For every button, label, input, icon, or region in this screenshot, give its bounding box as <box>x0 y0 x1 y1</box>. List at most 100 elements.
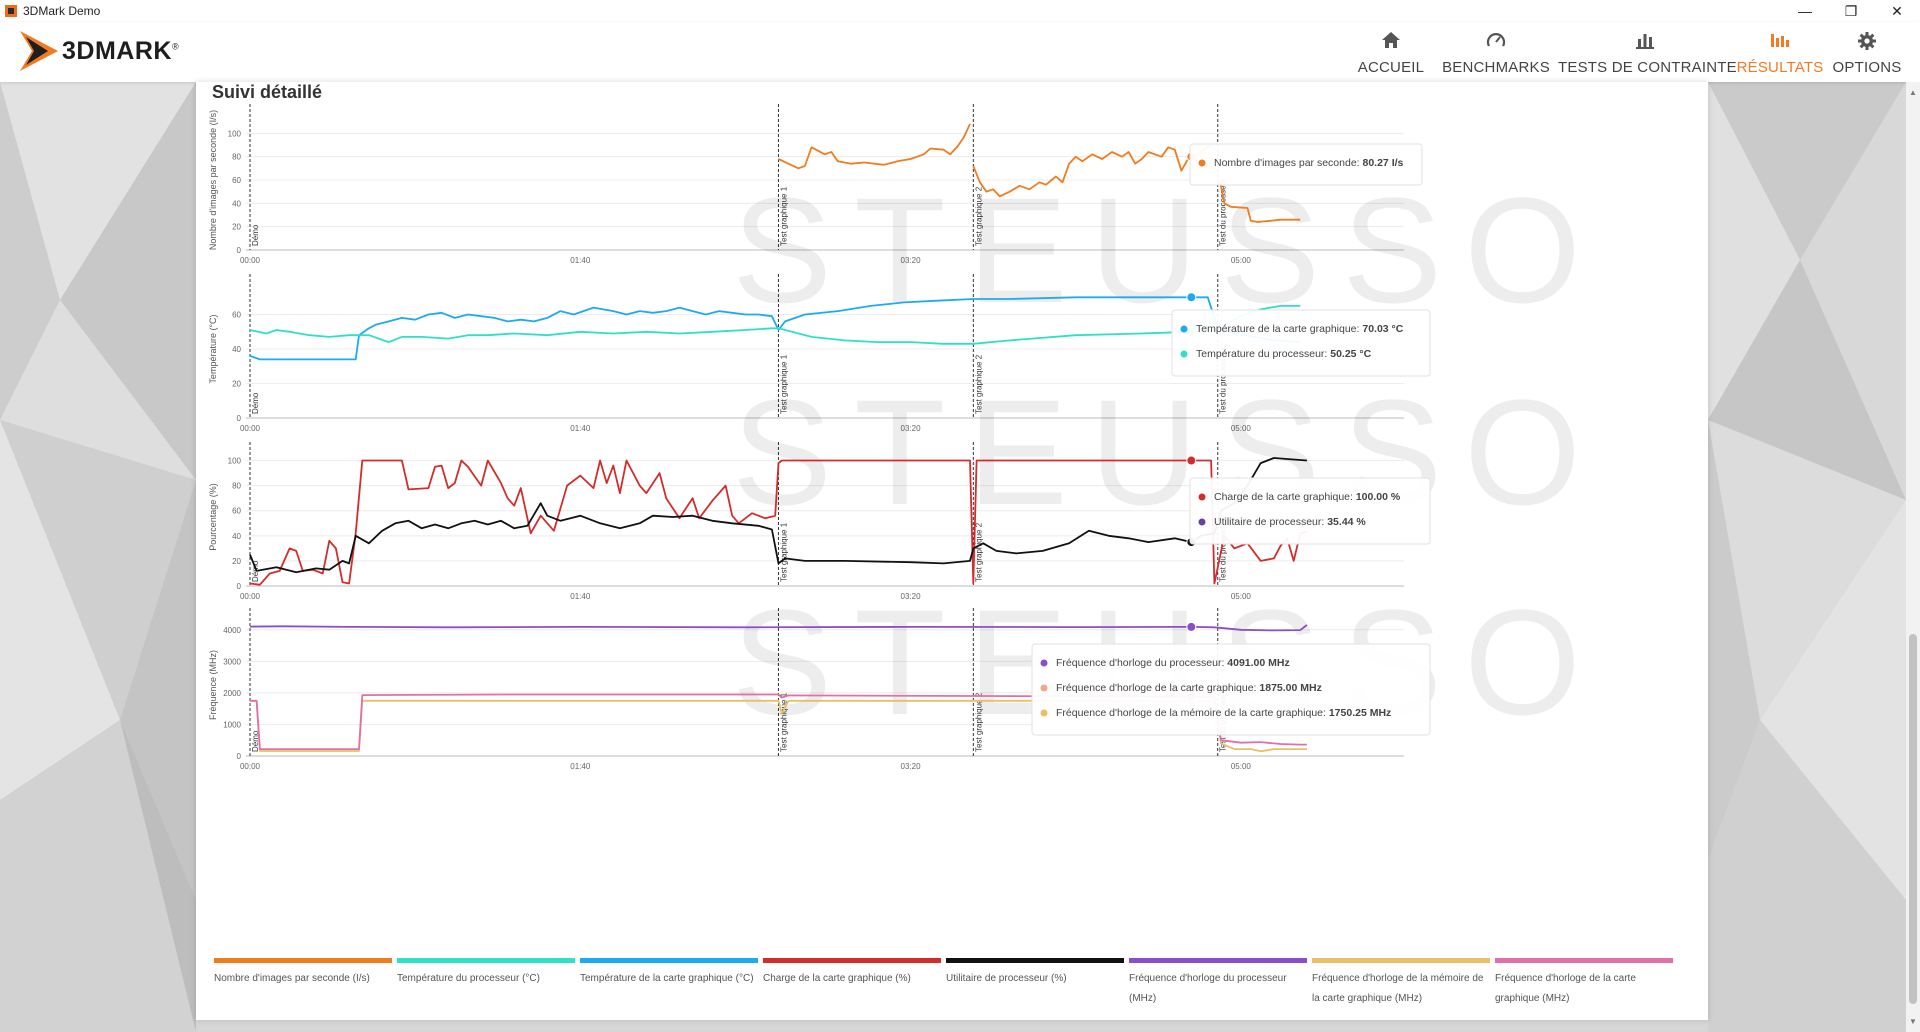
nav-item-benchmarks[interactable]: BENCHMARKS <box>1434 22 1558 82</box>
close-button[interactable]: ✕ <box>1891 2 1903 19</box>
legend-label: Charge de la carte graphique (%) <box>763 973 911 984</box>
y-tick-label: 60 <box>232 311 241 320</box>
tooltip-value: 100.00 % <box>1356 491 1401 503</box>
x-tick-label: 05:00 <box>1231 424 1252 433</box>
x-tick-label: 00:00 <box>240 592 261 601</box>
tooltip-text: Fréquence d'horloge de la carte graphiqu… <box>1056 682 1322 694</box>
chart-tooltip: Charge de la carte graphique: 100.00 % Ut… <box>1189 477 1431 545</box>
chart-tooltip: Température de la carte graphique: 70.03… <box>1171 309 1431 377</box>
series-line <box>778 123 971 170</box>
phase-marker-label: Démo <box>251 730 260 752</box>
legend-item-gpu-clock[interactable]: Fréquence d'horloge de la carte graphiqu… <box>1495 958 1673 1009</box>
tooltip-text: Température du processeur: 50.25 °C <box>1196 348 1372 360</box>
nav-label-accueil: ACCUEIL <box>1357 59 1425 76</box>
window-title: 3DMark Demo <box>23 4 101 18</box>
legend-item-cpu-clock[interactable]: Fréquence d'horloge du processeur (MHz) <box>1129 958 1307 1009</box>
y-axis-label: Pourcentage (%) <box>208 483 218 551</box>
legend-label: Température de la carte graphique (°C) <box>580 973 754 984</box>
tooltip-label: Fréquence d'horloge de la carte graphiqu… <box>1056 682 1259 694</box>
phase-marker-label: Démo <box>251 224 260 246</box>
legend-item-gpu-mem-clock[interactable]: Fréquence d'horloge de la mémoire de la … <box>1312 958 1490 1009</box>
x-tick-label: 05:00 <box>1231 256 1252 265</box>
nav-label-resultats: RÉSULTATS <box>1736 59 1824 76</box>
scroll-up-arrow-icon[interactable]: ▲ <box>1909 88 1917 97</box>
legend-item-fps[interactable]: Nombre d'images par seconde (I/s) <box>214 958 392 989</box>
tooltip-label: Nombre d'images par seconde: <box>1214 157 1363 169</box>
series-line <box>250 699 1307 753</box>
y-tick-label: 20 <box>232 380 241 389</box>
legend-label: Fréquence d'horloge de la carte graphiqu… <box>1495 973 1636 1004</box>
watermark-text: STEUSSO <box>732 166 1603 334</box>
series-line <box>250 693 1307 750</box>
legend-item-cpu-utility[interactable]: Utilitaire de processeur (%) <box>946 958 1124 989</box>
gauge-icon <box>1486 33 1506 47</box>
monitoring-charts[interactable]: 0 20 40 60 80 100 Nombre d'images par seconde … <box>208 82 1744 962</box>
phase-marker-label: Test du processeur <box>1219 346 1228 414</box>
x-tick-label: 03:20 <box>901 762 922 771</box>
tooltip-label: Utilitaire de processeur: <box>1214 516 1327 528</box>
brand-logo[interactable]: 3DMARK® <box>18 29 179 73</box>
app-icon <box>5 5 17 17</box>
legend-item-gpu-temp[interactable]: Température de la carte graphique (°C) <box>580 958 758 989</box>
x-tick-label: 03:20 <box>901 592 922 601</box>
y-tick-label: 3000 <box>223 657 241 666</box>
tooltip-text: Utilitaire de processeur: 35.44 % <box>1214 516 1366 528</box>
x-tick-label: 05:00 <box>1231 592 1252 601</box>
phase-marker-label: Test graphique 2 <box>974 186 983 246</box>
legend-swatch <box>580 958 758 963</box>
tooltip-box <box>1171 309 1431 377</box>
tooltip-dot <box>1040 684 1048 692</box>
scroll-down-arrow-icon[interactable]: ▼ <box>1909 1017 1917 1026</box>
nav-item-resultats[interactable]: RÉSULTATS <box>1732 22 1828 82</box>
x-tick-label: 01:40 <box>570 592 591 601</box>
nav-item-options[interactable]: OPTIONS <box>1828 22 1906 82</box>
y-tick-label: 80 <box>232 482 241 491</box>
x-tick-label: 03:20 <box>901 424 922 433</box>
tooltip-dot <box>1198 159 1206 167</box>
x-tick-label: 00:00 <box>240 762 261 771</box>
tooltip-value: 1750.25 MHz <box>1329 707 1391 719</box>
minimize-button[interactable]: — <box>1798 3 1812 19</box>
y-tick-label: 1000 <box>223 720 241 729</box>
phase-marker-label: Test graphique 1 <box>779 692 788 752</box>
y-tick-label: 100 <box>228 129 242 138</box>
y-tick-label: 2000 <box>223 689 241 698</box>
legend-item-cpu-temp[interactable]: Température du processeur (°C) <box>397 958 575 989</box>
top-navigation: 3DMARK® ACCUEIL BENCHMARKS TESTS DE CONT… <box>0 22 1920 82</box>
3dmark-logo-icon <box>20 31 58 71</box>
x-tick-label: 00:00 <box>240 424 261 433</box>
phase-marker-label: Test graphique 2 <box>974 354 983 414</box>
legend-label: Nombre d'images par seconde (I/s) <box>214 973 370 984</box>
maximize-button[interactable]: ❐ <box>1844 2 1858 19</box>
nav-item-tests-de-contrainte[interactable]: TESTS DE CONTRAINTE <box>1558 22 1737 82</box>
y-tick-label: 0 <box>237 752 242 761</box>
series-line <box>972 144 1212 198</box>
page-scrollbar[interactable]: ▲ ▼ <box>1906 82 1920 1032</box>
tooltip-value: 4091.00 MHz <box>1227 657 1289 669</box>
y-tick-label: 60 <box>232 176 241 185</box>
legend-label: Température du processeur (°C) <box>397 973 540 984</box>
cursor-point <box>1186 621 1197 632</box>
stress-bars-icon <box>1636 34 1654 49</box>
tooltip-text: Température de la carte graphique: 70.03… <box>1196 323 1404 335</box>
tooltip-label: Fréquence d'horloge de la mémoire de la … <box>1056 707 1329 719</box>
tooltip-dot <box>1180 325 1188 333</box>
series-line <box>249 457 1307 574</box>
tooltip-text: Fréquence d'horloge du processeur: 4091.… <box>1056 657 1290 669</box>
tooltip-label: Charge de la carte graphique: <box>1214 491 1356 503</box>
y-tick-label: 80 <box>232 153 241 162</box>
detailed-monitoring-panel: Suivi détaillé 0 20 40 60 80 100 Nombre d'imag… <box>196 82 1708 1020</box>
y-tick-label: 0 <box>237 246 242 255</box>
legend-label: Utilitaire de processeur (%) <box>946 973 1067 984</box>
tooltip-box <box>1189 143 1423 186</box>
legend-swatch <box>397 958 575 963</box>
legend-item-gpu-load[interactable]: Charge de la carte graphique (%) <box>763 958 941 989</box>
tooltip-label: Température de la carte graphique: <box>1196 323 1362 335</box>
y-axis-label: Fréquence (MHz) <box>208 650 218 720</box>
tooltip-value: 70.03 °C <box>1362 323 1403 335</box>
cursor-point <box>1186 292 1197 303</box>
nav-item-accueil[interactable]: ACCUEIL <box>1346 22 1436 82</box>
tooltip-value: 35.44 % <box>1327 516 1366 528</box>
cursor-point <box>1186 455 1197 466</box>
scrollbar-thumb[interactable] <box>1909 634 1917 1004</box>
